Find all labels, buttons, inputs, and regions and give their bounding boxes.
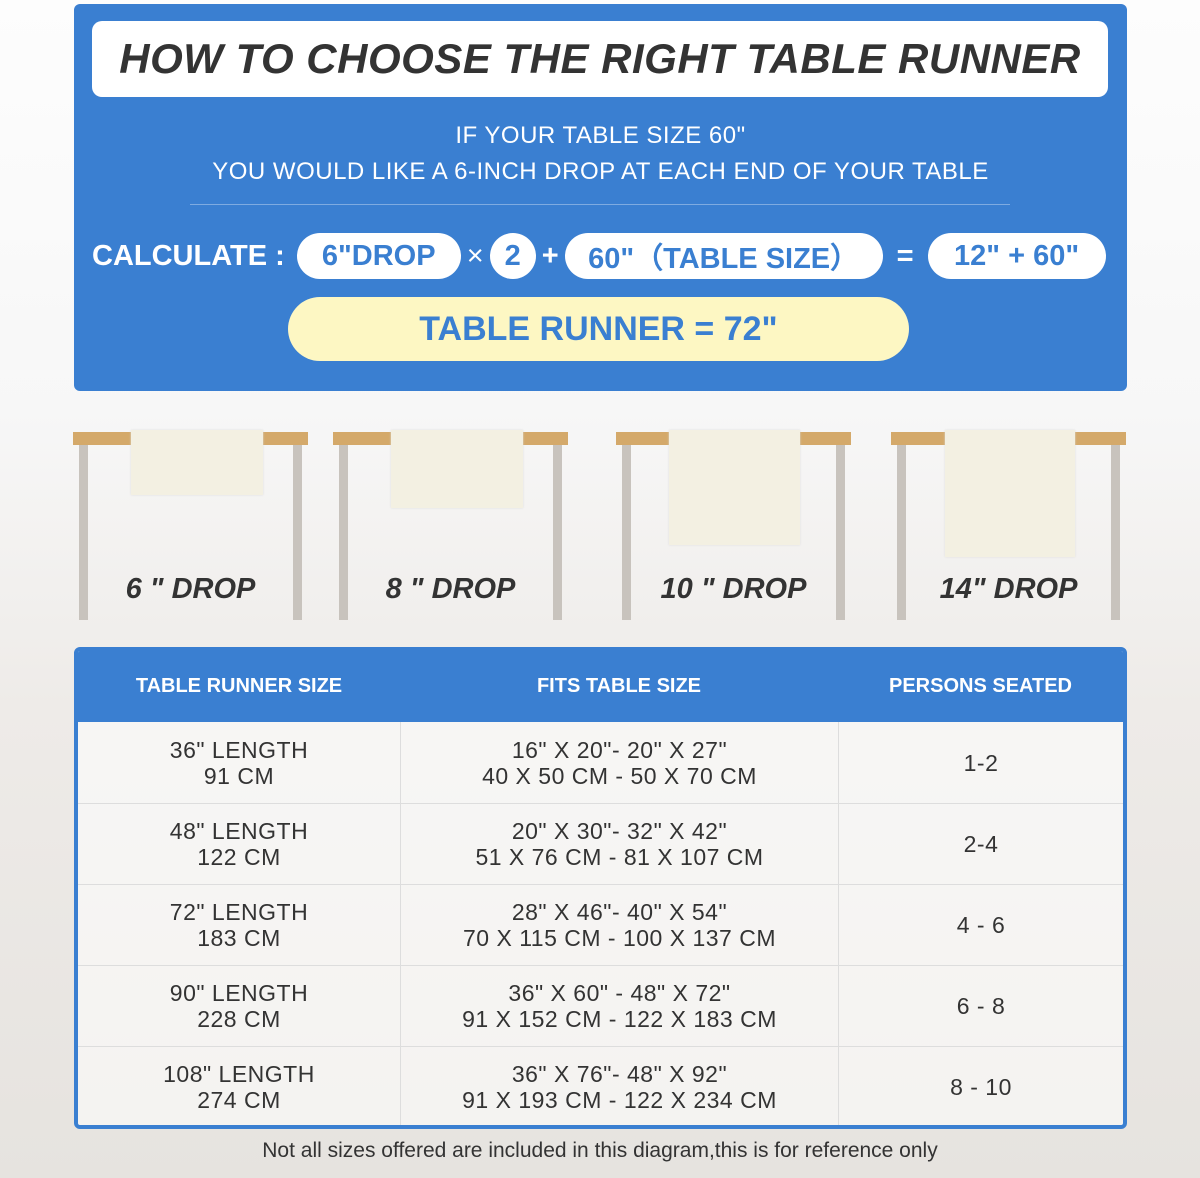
fits-table-cell: 16" X 20"- 20" X 27" 40 X 50 CM - 50 X 70… xyxy=(400,722,838,803)
fits-table-cell: 36" X 60" - 48" X 72" 91 X 152 CM - 122 X… xyxy=(400,966,838,1046)
fits-inches: 16" X 20"- 20" X 27" xyxy=(511,736,728,763)
persons-seated-cell: 6 - 8 xyxy=(838,966,1123,1046)
drop-illustration-10: 10 " DROP xyxy=(616,430,851,620)
drop-label: 14" DROP xyxy=(939,573,1078,605)
fits-cm: 91 X 193 CM - 122 X 234 CM xyxy=(462,1087,777,1113)
runner-length-cm: 228 CM xyxy=(197,1006,281,1032)
fits-table-cell: 28" X 46"- 40" X 54" 70 X 115 CM - 100 X … xyxy=(400,885,838,965)
fits-inches: 28" X 46"- 40" X 54" xyxy=(511,899,728,925)
instruction-line-1: IF YOUR TABLE SIZE 60" xyxy=(455,122,746,149)
sum-pill: 12" + 60" xyxy=(927,233,1106,279)
runner-drop xyxy=(669,430,800,545)
drop-illustration-8: 8 " DROP xyxy=(333,430,568,620)
divider xyxy=(190,204,1010,205)
persons-seated-cell: 1-2 xyxy=(838,722,1123,803)
size-chart-table: TABLE RUNNER SIZE FITS TABLE SIZE PERSON… xyxy=(74,647,1127,1129)
fits-inches: 20" X 30"- 32" X 42" xyxy=(511,818,728,844)
runner-length: 48" LENGTH xyxy=(169,818,309,844)
fits-inches: 36" X 60" - 48" X 72" xyxy=(508,980,731,1006)
table-leg xyxy=(622,445,631,620)
table-leg xyxy=(836,445,845,620)
runner-length: 90" LENGTH xyxy=(169,980,309,1006)
table-leg xyxy=(79,445,88,620)
fits-cm: 91 X 152 CM - 122 X 183 CM xyxy=(462,1006,777,1032)
plus-sign: + xyxy=(541,239,559,272)
runner-drop xyxy=(945,430,1075,557)
fits-cm: 40 X 50 CM - 50 X 70 CM xyxy=(482,762,757,789)
fits-table-cell: 36" X 76"- 48" X 92" 91 X 193 CM - 122 X … xyxy=(400,1047,838,1125)
table-header: TABLE RUNNER SIZE FITS TABLE SIZE PERSON… xyxy=(78,651,1123,722)
runner-size-cell: 72" LENGTH 183 CM xyxy=(78,885,400,965)
result-pill: TABLE RUNNER = 72" xyxy=(288,297,909,361)
table-row: 48" LENGTH 122 CM 20" X 30"- 32" X 42" 51 … xyxy=(78,803,1123,884)
runner-size-cell: 90" LENGTH 228 CM xyxy=(78,966,400,1046)
runner-drop xyxy=(391,430,523,508)
drop-illustration-6: 6 " DROP xyxy=(73,430,308,620)
times-sign: × xyxy=(466,239,484,272)
table-leg xyxy=(293,445,302,620)
instruction-line-2: YOU WOULD LIKE A 6-INCH DROP AT EACH END… xyxy=(212,158,989,185)
table-leg xyxy=(553,445,562,620)
header-runner-size: TABLE RUNNER SIZE xyxy=(135,675,343,697)
runner-length: 72" LENGTH xyxy=(169,899,309,925)
table-leg xyxy=(897,445,906,620)
fits-inches: 36" X 76"- 48" X 92" xyxy=(511,1061,728,1087)
multiplier-pill: 2 xyxy=(489,233,536,279)
footnote: Not all sizes offered are included in th… xyxy=(262,1139,938,1162)
fits-table-cell: 20" X 30"- 32" X 42" 51 X 76 CM - 81 X 10… xyxy=(400,804,838,884)
persons-seated-cell: 8 - 10 xyxy=(838,1047,1123,1125)
calc-label: CALCULATE : xyxy=(92,239,285,272)
drop-label: 6 " DROP xyxy=(125,573,256,605)
drop-pill: 6"DROP xyxy=(296,233,461,279)
runner-length-cm: 274 CM xyxy=(197,1087,281,1113)
runner-length-cm: 91 CM xyxy=(203,762,275,789)
calculation-row: CALCULATE : 6"DROP × 2 + 60"（TABLE SIZE）… xyxy=(92,232,1106,280)
persons-seated-cell: 4 - 6 xyxy=(838,885,1123,965)
table-leg xyxy=(339,445,348,620)
runner-size-cell: 48" LENGTH 122 CM xyxy=(78,804,400,884)
table-leg xyxy=(1111,445,1120,620)
runner-drop xyxy=(131,430,263,495)
runner-length-cm: 122 CM xyxy=(197,844,281,870)
fits-cm: 51 X 76 CM - 81 X 107 CM xyxy=(475,844,764,870)
runner-size-cell: 108" LENGTH 274 CM xyxy=(78,1047,400,1125)
table-size-pill: 60"（TABLE SIZE） xyxy=(564,233,883,279)
runner-length: 36" LENGTH xyxy=(169,736,309,763)
table-row: 36" LENGTH 91 CM 16" X 20"- 20" X 27" 40 X… xyxy=(78,722,1123,803)
header-fits-table-size: FITS TABLE SIZE xyxy=(536,675,702,697)
table-row: 72" LENGTH 183 CM 28" X 46"- 40" X 54" 70 … xyxy=(78,884,1123,965)
drop-label: 10 " DROP xyxy=(660,573,807,605)
drop-illustration-14: 14" DROP xyxy=(891,430,1126,620)
runner-length: 108" LENGTH xyxy=(163,1061,315,1087)
fits-cm: 70 X 115 CM - 100 X 137 CM xyxy=(463,925,776,951)
persons-seated-cell: 2-4 xyxy=(838,804,1123,884)
drop-label: 8 " DROP xyxy=(385,573,516,605)
runner-size-cell: 36" LENGTH 91 CM xyxy=(78,722,400,803)
table-row: 108" LENGTH 274 CM 36" X 76"- 48" X 92" 91… xyxy=(78,1046,1123,1125)
table-row: 90" LENGTH 228 CM 36" X 60" - 48" X 72" 91… xyxy=(78,965,1123,1046)
runner-length-cm: 183 CM xyxy=(197,925,281,951)
header-persons-seated: PERSONS SEATED xyxy=(889,675,1072,697)
equals-sign: = xyxy=(896,239,914,272)
page-title: HOW TO CHOOSE THE RIGHT TABLE RUNNER xyxy=(92,21,1108,97)
